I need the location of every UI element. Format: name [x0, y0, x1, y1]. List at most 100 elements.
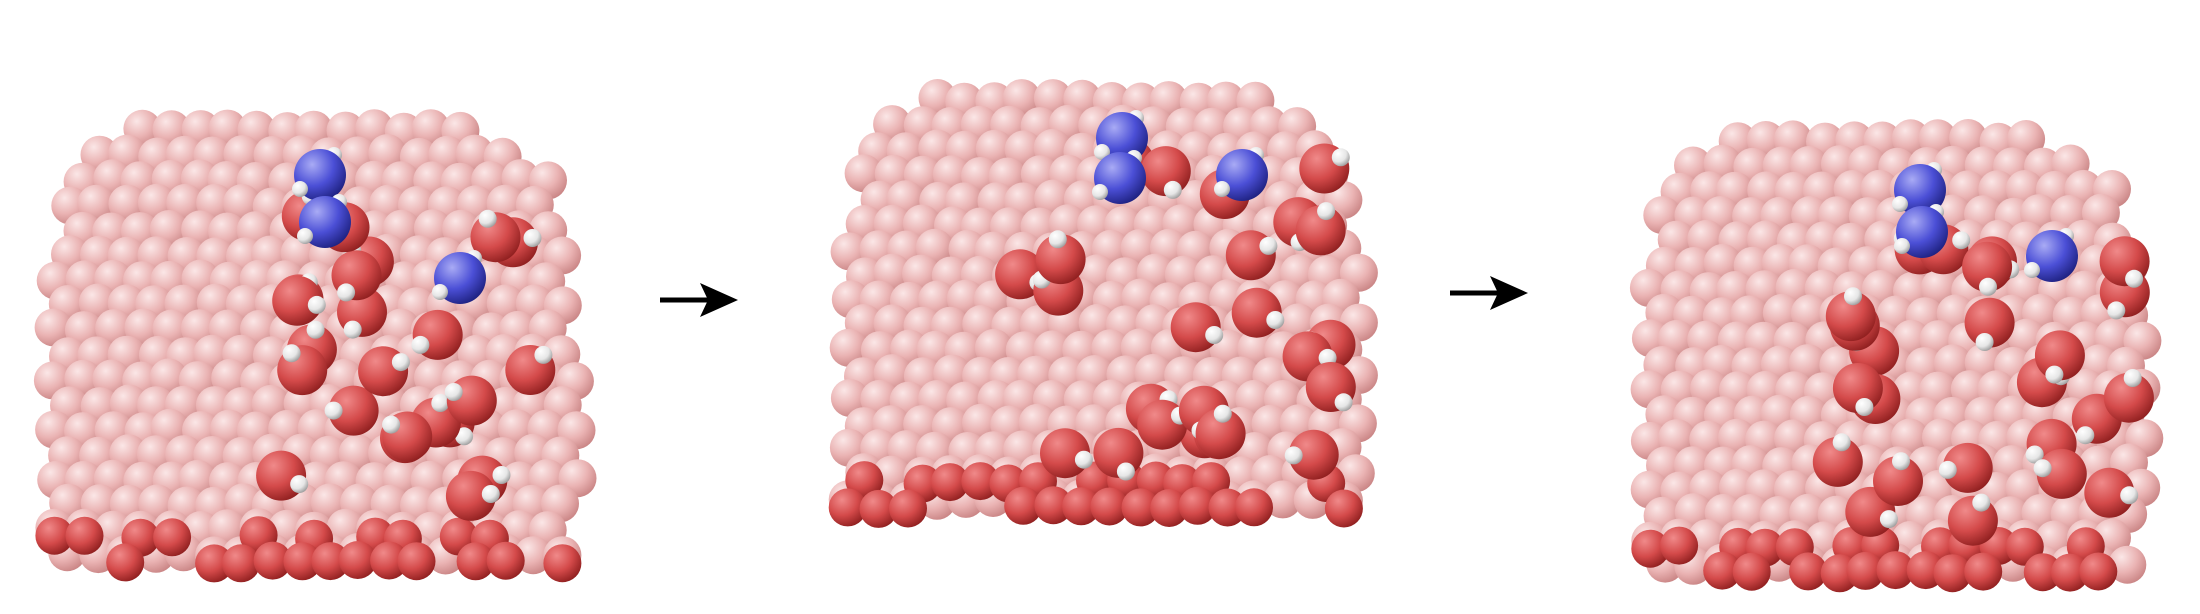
oxygen-atom [106, 543, 145, 582]
hydrogen-atom [1317, 202, 1336, 221]
hydrogen-atom [431, 394, 450, 412]
oxygen-atom [1208, 488, 1247, 527]
transition-arrow-1 [660, 283, 738, 317]
oxygen-atom [961, 462, 1000, 501]
hydrogen-atom [1938, 460, 1957, 479]
hydrogen-atom [306, 320, 325, 339]
hydrogen-atom [1334, 393, 1353, 412]
oxygen-atom [2079, 552, 2118, 591]
hydrogen-atom [1092, 184, 1108, 200]
hydrogen-atom [324, 401, 343, 420]
water-oxygen-atom [272, 275, 323, 326]
hydrogen-atom [2025, 445, 2044, 464]
hydrogen-atom [292, 181, 308, 197]
hydrogen-atom [1048, 230, 1067, 249]
water-oxygen-atom [445, 470, 496, 521]
oxygen-atom [828, 488, 867, 527]
water-oxygen-atom [2036, 448, 2087, 499]
hydrogen-atom [444, 383, 463, 401]
hydrogen-atom [1213, 404, 1232, 423]
oxygen-atom [1235, 488, 1273, 527]
oxygen-atom [222, 544, 260, 583]
hydrogen-atom [2120, 486, 2139, 505]
hydrogen-atom [1844, 287, 1862, 306]
water-oxygen-atom [2084, 467, 2135, 518]
hydrogen-atom [307, 295, 326, 314]
hydrogen-atom [1284, 446, 1303, 465]
oxygen-atom [1964, 552, 2003, 591]
oxygen-atom [311, 542, 350, 581]
oxygen-atom [397, 542, 436, 581]
cluster-panel-2 [828, 79, 1378, 528]
oxygen-atom [456, 542, 495, 581]
cluster-atom [1891, 119, 1930, 158]
cluster-atom [830, 379, 869, 417]
oxygen-atom [1062, 487, 1101, 526]
hydrogen-atom [1163, 180, 1182, 199]
oxygen-atom [338, 541, 377, 579]
oxygen-atom [1004, 486, 1043, 525]
hydrogen-atom [1972, 493, 1991, 512]
oxygen-atom [2023, 553, 2062, 592]
hydrogen-atom [481, 485, 500, 503]
water-oxygen-atom [1195, 408, 1246, 459]
hydrogen-atom [1331, 148, 1350, 167]
hydrogen-atom [1879, 510, 1898, 529]
hydrogen-atom [1975, 333, 1994, 351]
oxygen-atom [1324, 489, 1363, 528]
water-oxygen-atom [1825, 291, 1876, 342]
oxygen-atom [1846, 551, 1885, 590]
water-oxygen-atom [328, 385, 379, 436]
oxygen-atom [195, 544, 234, 583]
hydrogen-atom [1855, 398, 1874, 416]
hydrogen-atom [455, 427, 474, 446]
oxygen-atom [1732, 552, 1771, 591]
hydrogen-atom [2076, 426, 2095, 445]
water-oxygen-atom [1812, 436, 1863, 487]
hydrogen-atom [1094, 144, 1110, 160]
oxygen-atom [1660, 526, 1699, 565]
oxygen-atom [1933, 554, 1972, 593]
oxygen-atom [486, 541, 525, 580]
hydrogen-atom [2107, 301, 2126, 320]
hydrogen-atom [282, 344, 301, 363]
water-oxygen-atom [1295, 205, 1346, 256]
oxygen-atom [2051, 553, 2089, 592]
water-oxygen-atom [2103, 372, 2154, 423]
hydrogen-atom [343, 320, 362, 339]
hydrogen-atom [297, 228, 313, 244]
oxygen-atom [1178, 486, 1217, 525]
oxygen-atom [1121, 488, 1160, 527]
cluster-atom [2108, 545, 2147, 584]
hydrogen-atom [1979, 277, 1997, 296]
hydrogen-atom [1205, 326, 1224, 344]
oxygen-atom [931, 463, 969, 502]
cluster-atom [1263, 480, 1302, 519]
water-oxygen-atom [1964, 297, 2015, 348]
hydrogen-atom [534, 345, 553, 364]
hydrogen-atom [1894, 238, 1910, 254]
oxygen-atom [370, 541, 409, 580]
oxygen-atom [1703, 551, 1742, 590]
oxygen-atom [153, 518, 192, 557]
hydrogen-atom [1832, 433, 1851, 452]
water-oxygen-atom [1288, 429, 1339, 480]
hydrogen-atom [2123, 369, 2142, 387]
oxygen-atom [1876, 551, 1915, 590]
cluster-atom [34, 308, 73, 347]
hydrogen-atom [523, 229, 542, 247]
hydrogen-atom [1259, 236, 1278, 255]
hydrogen-atom [2045, 365, 2064, 384]
hydrogen-atom [492, 466, 511, 484]
oxygen-atom [1150, 489, 1189, 527]
cluster-panel-3 [1629, 119, 2164, 593]
hydrogen-atom [1892, 452, 1910, 471]
hydrogen-atom [2024, 262, 2040, 278]
cluster-atom [829, 328, 868, 367]
hydrogen-atom [1214, 181, 1230, 197]
hydrogen-atom [1116, 462, 1135, 481]
oxygen-atom [1789, 552, 1828, 591]
oxygen-atom [35, 516, 74, 555]
hydrogen-atom [2033, 459, 2052, 478]
